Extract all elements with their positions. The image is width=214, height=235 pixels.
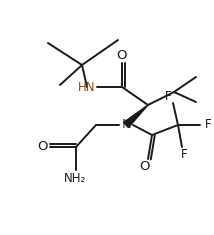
Text: HN: HN	[78, 81, 96, 94]
Text: O: O	[37, 141, 47, 153]
Text: N: N	[122, 118, 132, 132]
Text: O: O	[117, 48, 127, 62]
Polygon shape	[124, 105, 148, 128]
Text: O: O	[140, 161, 150, 173]
Text: F: F	[205, 118, 212, 132]
Text: NH₂: NH₂	[64, 172, 86, 184]
Text: F: F	[165, 90, 171, 102]
Text: F: F	[181, 149, 187, 161]
